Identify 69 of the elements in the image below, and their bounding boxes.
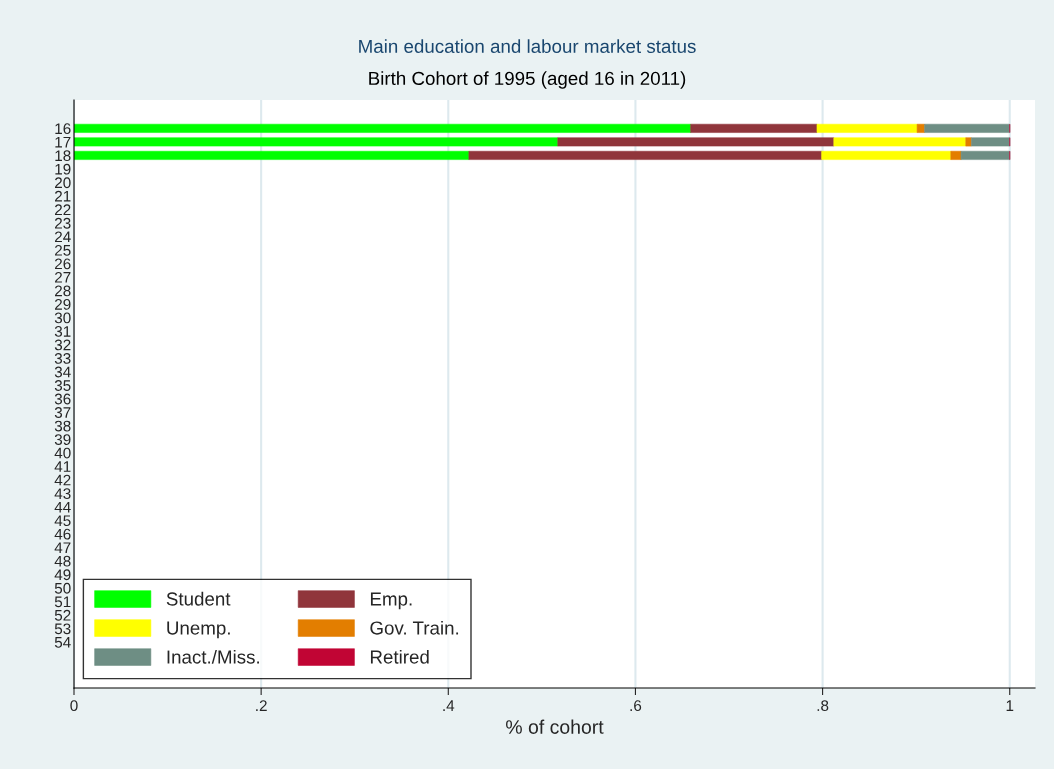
bar	[965, 137, 972, 147]
y-tick-label: 16	[55, 123, 71, 135]
y-tick-label: 17	[55, 136, 71, 148]
y-tick-label: 31	[54, 326, 71, 337]
bar	[468, 150, 822, 160]
y-tick-label: 37	[54, 407, 71, 418]
y-tick-label: 49	[54, 569, 71, 581]
y-tick-label: 39	[54, 434, 71, 445]
y-tick-label: 21	[55, 190, 71, 202]
y-tick-label: 40	[54, 447, 71, 459]
y-tick-label: 43	[54, 488, 71, 500]
y-tick-label: 48	[54, 555, 71, 567]
y-tick-label: 23	[55, 217, 71, 229]
bar	[950, 150, 962, 160]
chart-subtitle: Birth Cohort of 1995 (aged 16 in 2011)	[369, 71, 686, 89]
y-tick-label: 18	[55, 150, 71, 162]
bar	[833, 137, 967, 147]
y-tick-label: 35	[54, 380, 71, 391]
y-tick-label: 24	[55, 231, 71, 243]
y-tick-label: 20	[55, 177, 71, 189]
y-tick-label: 32	[54, 339, 71, 351]
x-tick-label: 1	[1006, 700, 1014, 711]
x-tick-label: .8	[817, 700, 829, 712]
chart-title: Main education and labour market status	[359, 39, 696, 54]
y-tick-label: 45	[54, 515, 71, 527]
y-tick-label: 47	[54, 542, 71, 553]
bar	[690, 123, 818, 133]
bar	[821, 150, 952, 160]
y-tick-label: 51	[54, 596, 71, 608]
bar	[74, 137, 559, 147]
y-tick-label: 33	[54, 353, 71, 364]
y-tick-label: 25	[55, 244, 71, 256]
y-tick-label: 54	[54, 637, 71, 648]
x-tick-label: .6	[630, 700, 642, 712]
y-tick-label: 53	[54, 623, 71, 635]
bar	[557, 137, 835, 147]
bar	[816, 123, 918, 133]
y-tick-label: 52	[54, 609, 71, 621]
y-tick-label: 38	[54, 420, 71, 432]
bar	[74, 123, 691, 133]
x-tick-label: .2	[256, 700, 267, 711]
legend-label: Gov. Train.	[370, 620, 459, 635]
legend-label: Retired	[370, 649, 429, 664]
bar	[924, 123, 1011, 133]
legend-label: Student	[166, 591, 231, 606]
legend-label: Inact./Miss.	[167, 649, 259, 664]
bar	[971, 137, 1011, 147]
y-tick-label: 41	[54, 461, 71, 472]
y-tick-label: 30	[54, 312, 71, 324]
y-tick-label: 50	[54, 582, 71, 594]
y-tick-label: 29	[55, 298, 71, 310]
y-tick-label: 44	[54, 501, 71, 513]
legend-label: Unemp.	[167, 621, 230, 639]
y-tick-label: 27	[55, 271, 71, 283]
x-tick-label: 0	[70, 700, 78, 712]
bar	[916, 123, 925, 133]
y-tick-label: 36	[54, 393, 71, 405]
y-tick-label: 19	[55, 163, 71, 175]
y-tick-label: 26	[55, 258, 71, 270]
bar	[960, 150, 1011, 160]
y-tick-label: 34	[54, 366, 71, 378]
y-tick-label: 42	[54, 474, 71, 486]
legend-label: Emp.	[370, 592, 412, 610]
x-axis-title: % of cohort	[506, 719, 604, 734]
y-tick-label: 46	[54, 528, 71, 540]
y-tick-label: 22	[55, 204, 71, 216]
x-tick-label: .4	[443, 700, 455, 711]
bar	[74, 150, 470, 160]
y-tick-label: 28	[55, 285, 71, 297]
